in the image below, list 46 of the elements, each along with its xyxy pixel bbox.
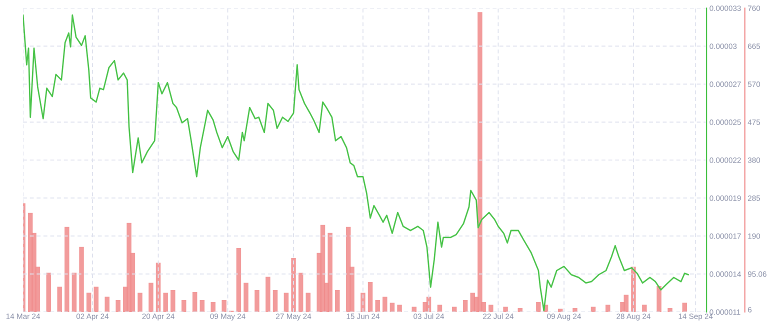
bar xyxy=(236,248,242,312)
bar xyxy=(572,308,578,312)
bar xyxy=(181,300,186,312)
bar xyxy=(306,292,311,312)
bar xyxy=(368,282,373,312)
bar xyxy=(605,304,610,312)
bar xyxy=(116,300,120,312)
bar xyxy=(57,286,62,312)
bar xyxy=(266,276,270,312)
bar xyxy=(375,300,380,312)
bar xyxy=(642,304,647,312)
bar xyxy=(222,300,226,312)
bar xyxy=(104,296,110,312)
bar xyxy=(397,304,402,312)
bar xyxy=(284,292,289,312)
bar xyxy=(291,258,296,312)
bar xyxy=(244,282,248,312)
bar xyxy=(170,290,176,312)
bar xyxy=(210,302,216,312)
bar xyxy=(624,294,629,312)
bar xyxy=(200,300,205,312)
bar xyxy=(536,302,541,312)
bar xyxy=(79,246,84,312)
bar xyxy=(86,292,92,312)
bar xyxy=(272,290,278,312)
bar xyxy=(46,272,51,312)
bar xyxy=(478,12,482,312)
bar xyxy=(488,304,494,312)
bar xyxy=(254,290,260,312)
bar xyxy=(335,290,340,312)
bar xyxy=(360,292,366,312)
bar xyxy=(462,300,468,312)
bar xyxy=(163,292,168,312)
line-series xyxy=(23,14,689,312)
bar xyxy=(298,272,304,312)
bar xyxy=(668,308,672,312)
bar xyxy=(192,292,198,312)
bar xyxy=(138,292,142,312)
bar xyxy=(503,306,508,312)
bar xyxy=(148,282,154,312)
bar xyxy=(72,272,77,312)
bar xyxy=(64,226,70,312)
bar xyxy=(328,232,332,312)
bar xyxy=(656,286,662,312)
bar xyxy=(94,286,99,312)
bar xyxy=(382,296,388,312)
